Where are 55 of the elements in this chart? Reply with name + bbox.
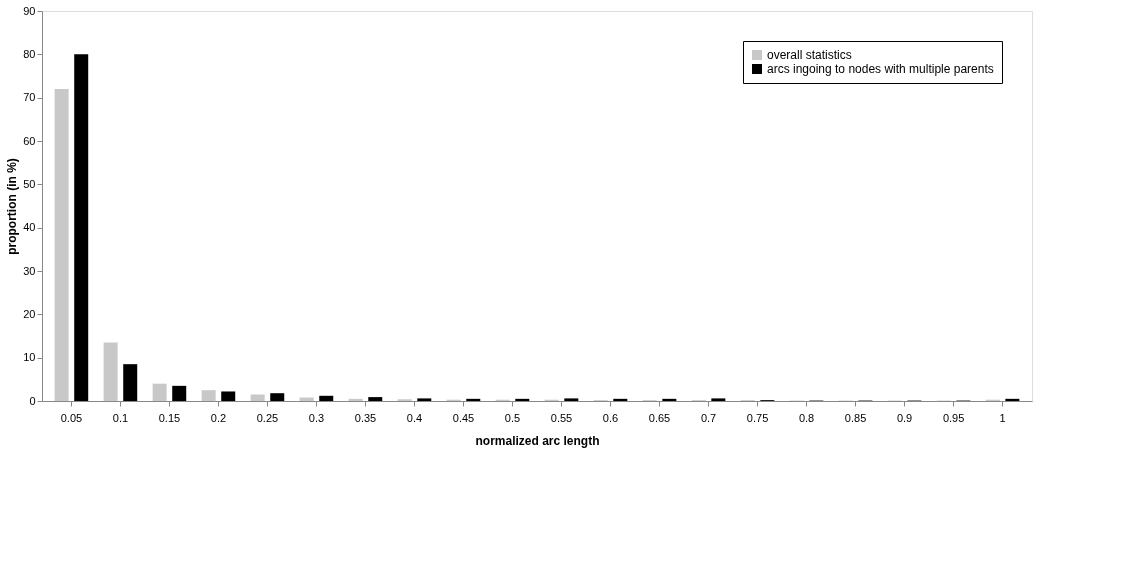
x-tick-label: 0.25 [256,411,279,424]
bar [172,385,187,401]
bar [711,398,726,401]
x-tick-label: 0.85 [844,411,867,424]
bar [74,54,89,401]
x-tick-label: 0.6 [602,411,619,424]
bar [201,390,216,401]
y-tick-label: 0 [29,394,36,407]
bar [1005,398,1020,401]
x-tick-label: 0.1 [112,411,129,424]
bar [103,342,118,401]
bar [152,383,167,401]
x-axis-title: normalized arc length [475,433,600,448]
x-tick-label: 0.55 [550,411,573,424]
bar [368,397,383,401]
x-tick-label: 0.4 [406,411,423,424]
x-tick-label: 0.5 [504,411,521,424]
bar [123,364,138,401]
x-tick-label: 0.45 [452,411,475,424]
x-tick-label: 0.95 [942,411,965,424]
bar [221,391,236,401]
x-tick-label: 0.8 [798,411,815,424]
bar [417,398,432,401]
y-tick-label: 40 [23,221,36,234]
x-tick-label: 0.9 [896,411,913,424]
y-tick-label: 10 [23,351,36,364]
bar [564,398,579,401]
bar [466,398,481,401]
x-tick-label: 0.65 [648,411,671,424]
y-tick-label: 70 [23,91,36,104]
bar [662,398,677,401]
x-tick-label: 0.3 [308,411,325,424]
x-tick-label: 0.7 [700,411,717,424]
legend-label: overall statistics [767,48,852,62]
bar [348,398,363,401]
bar [250,394,265,401]
x-tick-label: 0.75 [746,411,769,424]
bar [515,398,530,401]
y-tick-label: 30 [23,264,36,277]
x-tick-label: 0.35 [354,411,377,424]
bar [54,89,69,401]
x-tick-label: 0.05 [60,411,83,424]
y-tick-label: 80 [23,47,36,60]
legend-label: arcs ingoing to nodes with multiple parents [767,62,994,76]
bar [319,395,334,401]
bar [613,398,628,401]
x-tick-label: 1 [999,411,1006,424]
x-tick-label: 0.15 [158,411,181,424]
bar [270,393,285,401]
y-tick-label: 90 [23,4,36,17]
y-tick-label: 60 [23,134,36,147]
y-tick-label: 20 [23,307,36,320]
y-tick-label: 50 [23,177,36,190]
x-tick-label: 0.2 [210,411,227,424]
y-axis-title: proportion (in %) [5,158,20,255]
